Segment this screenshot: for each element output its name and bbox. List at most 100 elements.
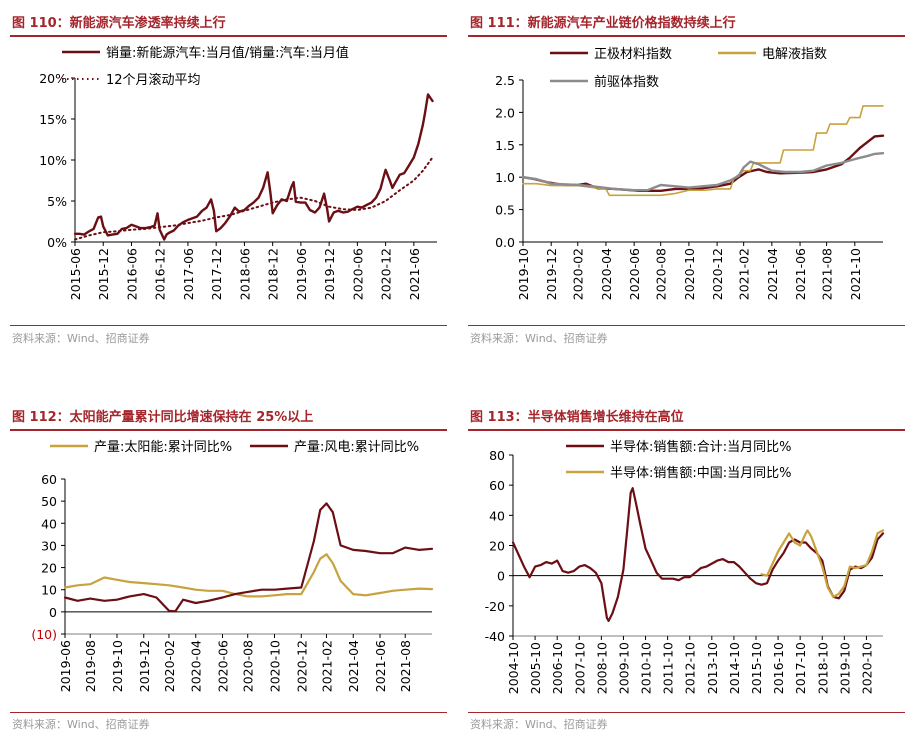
- x-tick-label: 2020-10: [682, 248, 697, 300]
- y-tick-label: 0: [49, 605, 57, 620]
- x-tick-label: 2020-02: [162, 640, 177, 692]
- x-tick-label: 2020-12: [379, 248, 394, 300]
- legend-label: 正极材料指数: [594, 47, 672, 62]
- y-tick-label: 50: [41, 494, 57, 509]
- chart-ev-penetration: 0% 5% 10% 15% 20% 2015-06 2015-12 2016-06 2016-1…: [39, 45, 437, 300]
- x-tick-label: 2020-06: [627, 248, 642, 300]
- source-note: 资料来源：Wind、招商证券: [470, 718, 608, 731]
- x-tick-label: 2016-10: [771, 642, 786, 694]
- x-tick-label: 2019-06: [294, 248, 309, 300]
- x-tick-label: 2018-06: [237, 248, 252, 300]
- series-line-1: [521, 134, 885, 192]
- x-tick-label: 2016-06: [124, 248, 139, 300]
- y-tick-label: 60: [41, 472, 57, 487]
- title-rule: [468, 429, 905, 431]
- x-tick-label: 2015-12: [96, 248, 111, 300]
- x-tick-label: 2020-04: [189, 640, 204, 692]
- x-tick-label: 2015-10: [749, 642, 764, 694]
- y-tick-label: 2.0: [495, 105, 515, 120]
- y-tick-label: 10: [41, 583, 57, 598]
- x-tick-label: 2008-10: [594, 642, 609, 694]
- x-tick-label: 2013-10: [705, 642, 720, 694]
- x-tick-label: 2021-02: [737, 248, 752, 300]
- x-tick-label: 2011-10: [661, 642, 676, 694]
- chart-solar-wind-output: (10) 0 10 20 30 40 50 60 2019-06 2019-08 2019-10 20…: [31, 440, 434, 692]
- series-line-1: [63, 553, 434, 598]
- y-tick-label: 40: [489, 508, 505, 523]
- y-tick-label: 60: [489, 478, 505, 493]
- y-tick-label: 15%: [39, 112, 67, 127]
- x-tick-label: 2015-06: [68, 248, 83, 300]
- y-tick-label: (10): [31, 627, 57, 642]
- x-tick-label: 2005-10: [528, 642, 543, 694]
- source-rule: [10, 712, 447, 713]
- x-tick-label: 2019-06: [58, 640, 73, 692]
- x-tick-label: 2019-12: [137, 640, 152, 692]
- x-tick-label: 2019-12: [322, 248, 337, 300]
- x-tick-label: 2020-06: [216, 640, 231, 692]
- x-tick-label: 2019-08: [83, 640, 98, 692]
- x-tick-label: 2006-10: [550, 642, 565, 694]
- y-tick-label: 5%: [47, 194, 67, 209]
- panel-semiconductor-sales: 图 113：半导体销售增长维持在高位 -40 -20 0 20 40 60 80 2004-1…: [458, 368, 915, 736]
- y-tick-label: 20: [489, 539, 505, 554]
- x-tick-label: 2021-06: [407, 248, 422, 300]
- title-rule: [10, 429, 447, 431]
- source-rule: [468, 712, 905, 713]
- series-line-2: [522, 105, 884, 197]
- x-tick-label: 2020-10: [859, 642, 874, 694]
- x-tick-label: 2021-08: [820, 248, 835, 300]
- title-rule: [468, 35, 905, 37]
- legend-label: 半导体:销售额:中国:当月同比%: [610, 465, 792, 481]
- x-tick-label: 2019-10: [516, 248, 531, 300]
- x-tick-label: 2021-06: [793, 248, 808, 300]
- x-tick-label: 2012-10: [683, 642, 698, 694]
- x-tick-label: 2017-12: [209, 248, 224, 300]
- legend-label: 产量:太阳能:累计同比%: [94, 440, 232, 455]
- x-tick-label: 2020-08: [241, 640, 256, 692]
- legend-label: 半导体:销售额:合计:当月同比%: [610, 439, 792, 455]
- chart-title: 图 112：太阳能产量累计同比增速保持在 25%以上: [12, 410, 314, 425]
- y-tick-label: 20%: [39, 71, 67, 86]
- x-tick-label: 2021-04: [346, 640, 361, 692]
- x-tick-label: 2009-10: [616, 642, 631, 694]
- source-rule: [468, 325, 905, 326]
- x-tick-label: 2020-04: [599, 248, 614, 300]
- y-tick-label: 10%: [39, 153, 67, 168]
- x-tick-label: 2021-08: [398, 640, 413, 692]
- panel-ev-penetration: 图 110：新能源汽车渗透率持续上行 0% 5% 10% 15% 20% 2015-06 2…: [0, 0, 457, 368]
- series-line-1: [73, 93, 434, 241]
- y-tick-label: 20: [41, 561, 57, 576]
- y-tick-label: 30: [41, 538, 57, 553]
- y-tick-label: -40: [485, 629, 505, 644]
- x-tick-label: 2021-06: [373, 640, 388, 692]
- chart-ev-chain-index: 0.0 0.5 1.0 1.5 2.0 2.5 2019-10 2019-12 2020-02 2…: [495, 47, 885, 300]
- y-tick-label: 0: [497, 569, 505, 584]
- series-line-3: [521, 152, 885, 192]
- y-tick-label: 40: [41, 516, 57, 531]
- panel-solar-wind-output: 图 112：太阳能产量累计同比增速保持在 25%以上 (10) 0 10 20 30 40…: [0, 368, 457, 736]
- y-tick-label: 2.5: [495, 73, 515, 88]
- source-rule: [10, 325, 447, 326]
- legend-label: 销量:新能源汽车:当月值/销量:汽车:当月值: [106, 45, 349, 61]
- x-tick-label: 2007-10: [572, 642, 587, 694]
- x-tick-label: 2014-10: [727, 642, 742, 694]
- legend-label: 前驱体指数: [594, 74, 659, 90]
- x-tick-label: 2016-12: [153, 248, 168, 300]
- series-line-2: [74, 156, 434, 241]
- x-tick-label: 2018-10: [815, 642, 830, 694]
- legend-label: 12个月滚动平均: [106, 72, 201, 88]
- legend-label: 产量:风电:累计同比%: [294, 440, 419, 455]
- x-tick-label: 2020-10: [267, 640, 282, 692]
- series-line-1: [511, 487, 885, 622]
- panel-ev-chain-index: 图 111：新能源汽车产业链价格指数持续上行 0.0 0.5 1.0 1.5 2.0 2.…: [458, 0, 915, 368]
- series-line-2: [63, 502, 434, 613]
- x-tick-label: 2020-02: [571, 248, 586, 300]
- y-tick-label: 1.0: [495, 170, 515, 185]
- y-tick-label: 1.5: [495, 138, 515, 153]
- x-tick-label: 2021-02: [319, 640, 334, 692]
- y-tick-label: 80: [489, 448, 505, 463]
- x-tick-label: 2019-10: [110, 640, 125, 692]
- chart-title: 图 110：新能源汽车渗透率持续上行: [12, 16, 226, 31]
- series-line-2: [760, 529, 885, 598]
